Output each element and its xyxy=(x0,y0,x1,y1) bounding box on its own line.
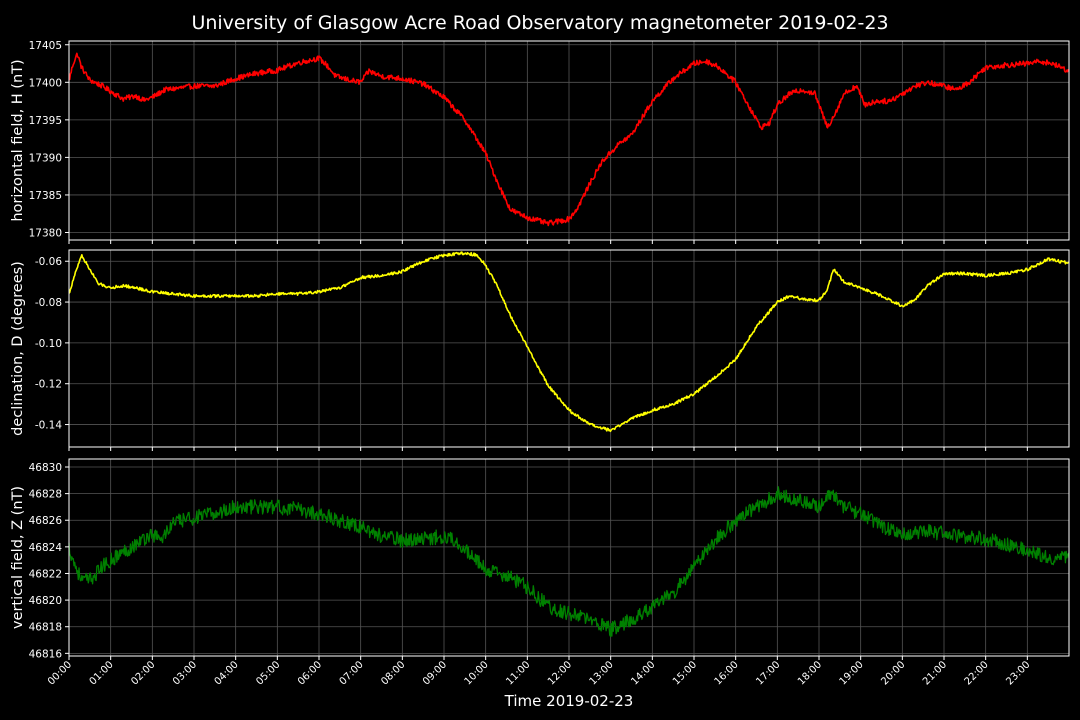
x-tick-label: 03:00 xyxy=(171,659,199,687)
y-tick-label: -0.10 xyxy=(35,338,62,350)
y-tick-label: 17390 xyxy=(29,152,62,164)
x-tick-label: 16:00 xyxy=(713,659,741,687)
y-tick-label: 46824 xyxy=(29,542,63,554)
x-tick-label: 14:00 xyxy=(629,659,657,687)
x-tick-label: 23:00 xyxy=(1004,659,1032,687)
y-axis-label: vertical field, Z (nT) xyxy=(10,486,26,629)
series-line xyxy=(68,52,1070,227)
y-tick-label: 46830 xyxy=(29,462,62,474)
x-tick-label: 11:00 xyxy=(504,659,532,687)
x-tick-label: 10:00 xyxy=(463,659,491,687)
x-tick-label: 02:00 xyxy=(129,659,157,687)
x-tick-label: 08:00 xyxy=(379,659,407,687)
y-axis-label: horizontal field, H (nT) xyxy=(10,59,26,221)
y-axis-label: declination, D (degrees) xyxy=(10,261,26,436)
x-tick-label: 01:00 xyxy=(88,659,116,687)
x-tick-label: 19:00 xyxy=(838,659,866,687)
y-tick-label: -0.06 xyxy=(35,256,62,268)
x-tick-label: 06:00 xyxy=(296,659,324,687)
x-tick-label: 15:00 xyxy=(671,659,699,687)
panel-2: -0.14 -0.12 -0.10 -0.08 -0.06 declination, D … xyxy=(10,249,1070,451)
axes-frame xyxy=(68,458,1070,657)
y-tick-label: 46828 xyxy=(29,489,62,501)
y-tick-label: 46816 xyxy=(29,648,63,660)
x-axis-label: Time 2019-02-23 xyxy=(504,692,634,710)
x-tick-label: 21:00 xyxy=(921,659,949,687)
x-tick-label: 00:00 xyxy=(46,659,74,687)
x-tick-label: 13:00 xyxy=(588,659,616,687)
y-tick-label: 17380 xyxy=(29,227,62,239)
chart-title: University of Glasgow Acre Road Observat… xyxy=(191,12,888,34)
axes-frame xyxy=(68,249,1070,448)
x-tick-label: 20:00 xyxy=(879,659,907,687)
y-tick-label: 17395 xyxy=(29,115,62,127)
y-tick-label: 17405 xyxy=(29,40,62,52)
y-tick-label: 46818 xyxy=(29,622,62,634)
x-tick-label: 09:00 xyxy=(421,659,449,687)
x-tick-label: 12:00 xyxy=(546,659,574,687)
x-tick-label: 22:00 xyxy=(963,659,991,687)
y-tick-label: 46820 xyxy=(29,595,62,607)
x-tick-label: 07:00 xyxy=(338,659,366,687)
panel-1: 17380 17385 17390 17395 17400 17405horizontal… xyxy=(10,40,1070,244)
series-line xyxy=(68,486,1070,638)
y-tick-label: 17385 xyxy=(29,190,62,202)
series-line xyxy=(68,251,1070,433)
y-tick-label: 46822 xyxy=(29,568,62,580)
x-tick-label: 17:00 xyxy=(754,659,782,687)
x-tick-label: 18:00 xyxy=(796,659,824,687)
y-tick-label: -0.08 xyxy=(35,297,62,309)
y-tick-label: -0.14 xyxy=(35,420,62,432)
y-tick-label: 46826 xyxy=(29,515,63,527)
panel-3: 00:00 01:00 02:00 03:00 04:00 05:00 06:00 07:00… xyxy=(10,458,1070,688)
y-tick-label: -0.12 xyxy=(35,379,62,391)
axes-frame xyxy=(68,40,1070,241)
x-tick-label: 04:00 xyxy=(213,659,241,687)
x-tick-label: 05:00 xyxy=(254,659,282,687)
y-tick-label: 17400 xyxy=(29,77,62,89)
